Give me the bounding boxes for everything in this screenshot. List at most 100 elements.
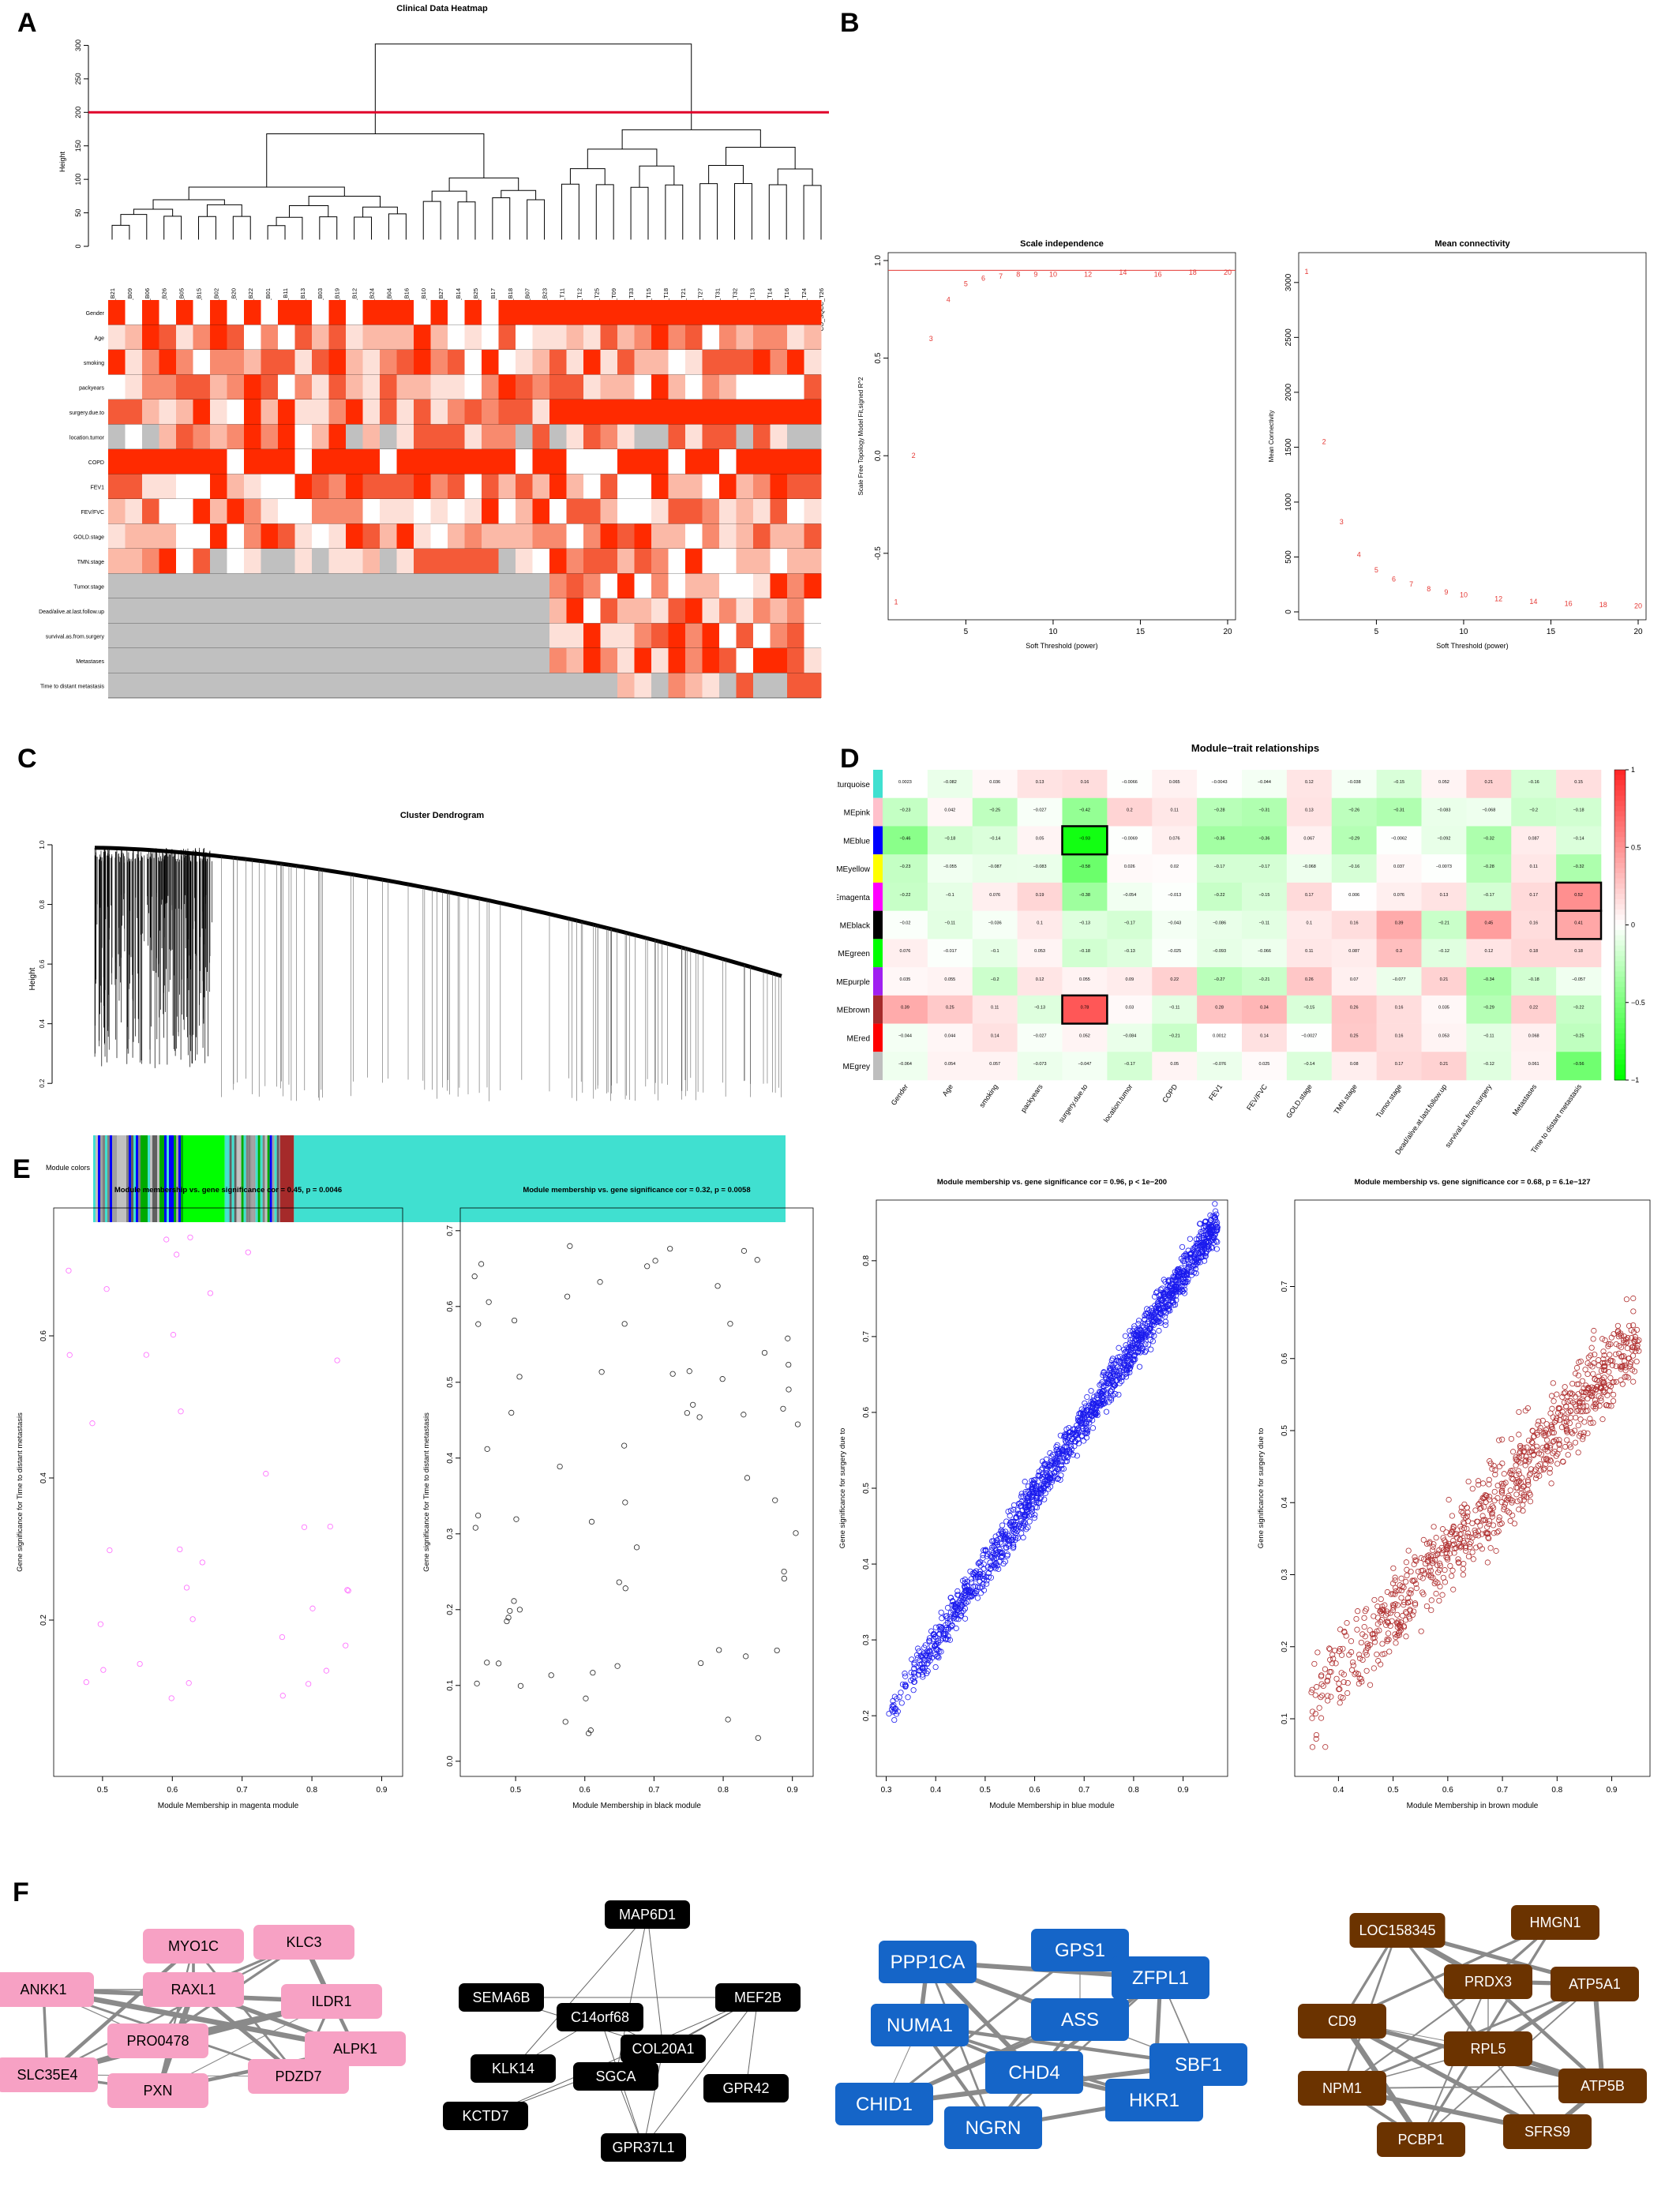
heatmap-cell: [651, 474, 669, 499]
scatter-point: [1395, 1618, 1401, 1625]
legend-gradient-step: [1614, 987, 1626, 993]
network-node: [281, 1984, 382, 2019]
scatter-point: [1453, 1545, 1460, 1551]
scatter-point: [1389, 1580, 1397, 1587]
y-tick-label: 0.6: [446, 1300, 455, 1311]
scatter-point: [949, 1598, 956, 1604]
heatmap-cell: [159, 474, 177, 499]
cell-value: 0.055: [1079, 977, 1090, 982]
scatter-point: [1121, 1346, 1127, 1353]
cell-value: 0.025: [1259, 1062, 1270, 1067]
scatter-point: [932, 1664, 939, 1671]
scatter-point: [1601, 1352, 1607, 1359]
y-tick-label: 0.5: [446, 1376, 455, 1387]
scatter-point: [1180, 1279, 1187, 1285]
plot-frame: [887, 252, 1236, 621]
scatter-point: [1536, 1418, 1542, 1424]
scatter-point: [1396, 1587, 1402, 1594]
scatter-point: [1193, 1236, 1199, 1243]
scatter-point: [1142, 1321, 1148, 1327]
heatmap-cell: [532, 648, 550, 673]
scatter-point: [794, 1421, 801, 1427]
heatmap-cell: [464, 424, 482, 449]
scatter-point: [189, 1616, 196, 1622]
heatmap-cell: [464, 449, 482, 474]
cell-value: −0.14: [1573, 836, 1584, 841]
heatmap-cell: [125, 350, 143, 375]
heatmap-cell: [498, 523, 516, 549]
heatmap-cell: [972, 1052, 1018, 1081]
scatter-point: [1153, 1316, 1159, 1322]
heatmap-cell: [787, 449, 804, 474]
module-color-stripe: [248, 1135, 251, 1222]
heatmap-cell: [328, 399, 347, 425]
scatter-point: [345, 1588, 351, 1594]
cell-value: 0.0012: [1213, 1033, 1226, 1038]
heatmap-cell: [1286, 882, 1333, 911]
heatmap-cell: [972, 967, 1018, 996]
heatmap-cell: [804, 300, 822, 325]
network-node-label: COL20A1: [632, 2041, 694, 2057]
scatter-point: [969, 1570, 976, 1577]
cell-value: −0.0073: [1436, 865, 1452, 869]
heatmap-cell: [1242, 826, 1288, 855]
legend-tick-label: −1: [1631, 1076, 1639, 1084]
scatter-point: [1205, 1234, 1211, 1240]
scatter-point: [1428, 1574, 1434, 1581]
x-axis-label: Module Membership in magenta module: [158, 1802, 299, 1810]
scatter-point: [1005, 1541, 1011, 1547]
heatmap-cell: [227, 374, 245, 399]
scatter-point: [1150, 1322, 1157, 1329]
network-node-label: PDZD7: [275, 2069, 321, 2084]
cell-value: −0.22: [899, 893, 910, 898]
heatmap-cell: [1556, 939, 1602, 968]
scatter-point: [938, 1648, 944, 1655]
cell-value: 0.09: [1125, 977, 1134, 982]
heatmap-cell: [1556, 882, 1602, 911]
heatmap-cell: [753, 449, 771, 474]
scatter-point: [1448, 1573, 1455, 1579]
scatter-point: [1455, 1559, 1461, 1566]
cell-value: −0.0062: [1391, 836, 1407, 841]
legend-gradient-step: [1614, 904, 1626, 910]
module-color-swatch: [873, 967, 883, 996]
heatmap-cell: [702, 300, 720, 325]
scatter-point: [1580, 1436, 1586, 1442]
cell-value: 0.21: [1440, 977, 1449, 982]
scatter-point: [1445, 1544, 1451, 1551]
scatter-point: [1179, 1243, 1186, 1251]
scatter-point: [1592, 1397, 1599, 1404]
scatter-point: [1378, 1661, 1384, 1667]
scatter-point: [100, 1667, 107, 1673]
scatter-point: [1468, 1539, 1474, 1545]
scatter-point: [1029, 1491, 1037, 1498]
heatmap-cell: [312, 374, 329, 399]
heatmap-cell: [396, 374, 414, 399]
scatter-point: [1496, 1514, 1502, 1521]
scatter-point: [66, 1352, 73, 1358]
scatter-point: [1043, 1466, 1049, 1472]
scatter-point: [1364, 1641, 1371, 1647]
heatmap-cell: [770, 648, 788, 673]
scatter-point: [183, 1585, 190, 1591]
scatter-point: [1076, 1411, 1082, 1417]
heatmap-cell: [362, 399, 381, 425]
heatmap-cell: [142, 300, 159, 325]
heatmap-cell: [804, 549, 822, 574]
scatter-point: [1577, 1416, 1584, 1423]
network-node: [143, 1972, 244, 2007]
cell-value: 0.08: [1350, 1062, 1359, 1067]
heatmap-cell: [532, 300, 550, 325]
heatmap-cell: [719, 573, 737, 598]
scatter-point: [1551, 1419, 1558, 1426]
scatter-point: [1148, 1346, 1154, 1352]
heatmap-cell: [261, 449, 279, 474]
heatmap-cell: [142, 424, 159, 449]
scatter-point: [1071, 1443, 1078, 1450]
scatter-point: [1524, 1477, 1532, 1483]
heatmap-cell: [617, 424, 635, 449]
trait-label: surgery.due.to: [69, 411, 104, 416]
legend-gradient-step: [1614, 894, 1626, 900]
heatmap-cell: [328, 424, 347, 449]
